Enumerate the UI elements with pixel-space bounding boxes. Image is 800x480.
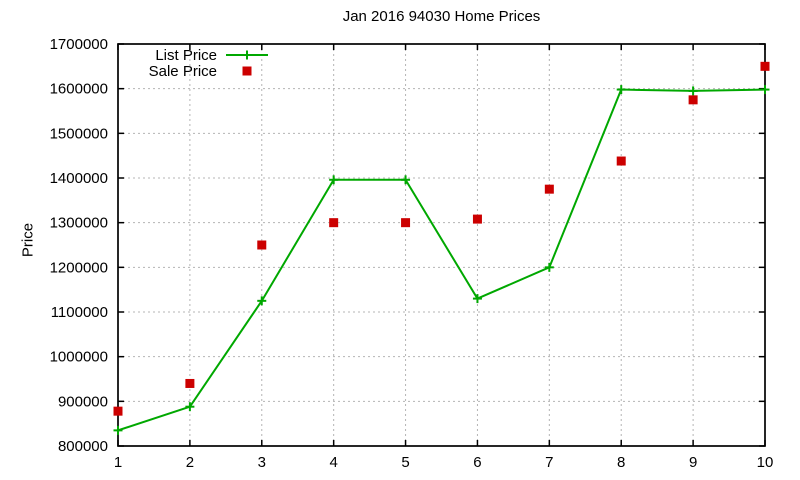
y-tick-label: 1500000	[50, 125, 108, 142]
legend-square-sample	[242, 66, 252, 76]
y-tick-label: 1700000	[50, 36, 108, 53]
y-tick-label: 1600000	[50, 81, 108, 98]
sale-price-marker	[616, 156, 626, 166]
x-tick-label: 7	[545, 454, 553, 471]
x-tick-label: 5	[401, 454, 409, 471]
sale-price-marker	[113, 406, 123, 416]
x-tick-label: 2	[186, 454, 194, 471]
legend-label: Sale Price	[149, 63, 217, 80]
y-tick-label: 1300000	[50, 215, 108, 232]
sale-price-marker	[185, 378, 195, 388]
sale-price-marker	[401, 218, 411, 228]
y-tick-label: 800000	[58, 438, 108, 455]
sale-price-marker	[688, 95, 698, 105]
x-tick-label: 8	[617, 454, 625, 471]
sale-price-marker	[257, 240, 267, 250]
y-tick-label: 1400000	[50, 170, 108, 187]
list-price-line	[117, 88, 766, 432]
sale-price-marker	[472, 214, 482, 224]
y-tick-label: 900000	[58, 393, 108, 410]
x-tick-label: 1	[114, 454, 122, 471]
plot-border	[117, 43, 766, 447]
y-tick-label: 1000000	[50, 349, 108, 366]
legend-label: List Price	[155, 47, 217, 64]
y-tick-label: 1100000	[51, 304, 108, 321]
x-tick-label: 6	[473, 454, 481, 471]
x-tick-label: 4	[329, 454, 337, 471]
chart-title: Jan 2016 94030 Home Prices	[342, 8, 541, 25]
sale-price-marker	[544, 184, 554, 194]
sale-price-marker	[329, 218, 339, 228]
x-tick-label: 10	[757, 454, 774, 471]
x-tick-label: 3	[258, 454, 266, 471]
sale-price-marker	[760, 61, 770, 71]
y-tick-label: 1200000	[50, 259, 108, 276]
x-tick-label: 9	[689, 454, 697, 471]
